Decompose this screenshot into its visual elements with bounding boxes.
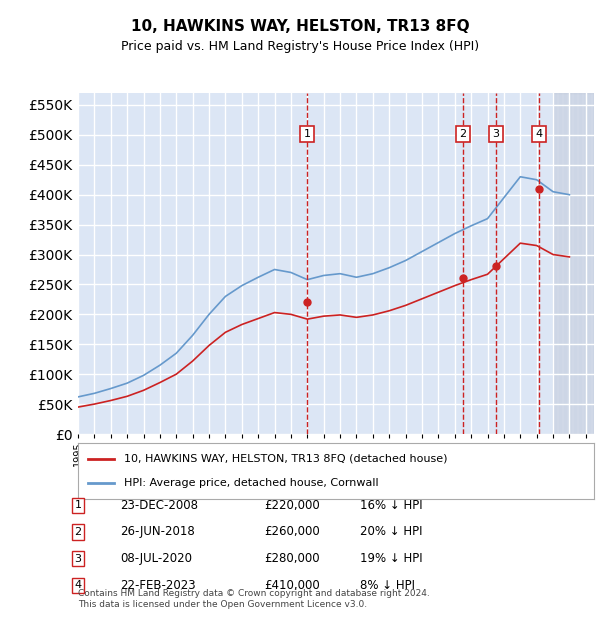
Text: 08-JUL-2020: 08-JUL-2020 [120,552,192,565]
Text: 2: 2 [459,129,466,139]
Text: Contains HM Land Registry data © Crown copyright and database right 2024.
This d: Contains HM Land Registry data © Crown c… [78,590,430,609]
Text: £410,000: £410,000 [264,579,320,591]
Text: 10, HAWKINS WAY, HELSTON, TR13 8FQ (detached house): 10, HAWKINS WAY, HELSTON, TR13 8FQ (deta… [124,454,448,464]
Text: 16% ↓ HPI: 16% ↓ HPI [360,499,422,511]
Text: 3: 3 [493,129,500,139]
Text: 19% ↓ HPI: 19% ↓ HPI [360,552,422,565]
Text: £260,000: £260,000 [264,526,320,538]
Text: 3: 3 [74,554,82,564]
Bar [553,93,594,434]
Text: 4: 4 [535,129,542,139]
Text: 23-DEC-2008: 23-DEC-2008 [120,499,198,511]
Text: 1: 1 [74,500,82,510]
Text: £280,000: £280,000 [264,552,320,565]
Text: 2: 2 [74,527,82,537]
Text: Price paid vs. HM Land Registry's House Price Index (HPI): Price paid vs. HM Land Registry's House … [121,40,479,53]
Text: 10, HAWKINS WAY, HELSTON, TR13 8FQ: 10, HAWKINS WAY, HELSTON, TR13 8FQ [131,19,469,33]
Text: 1: 1 [304,129,311,139]
Text: 4: 4 [74,580,82,590]
Text: £220,000: £220,000 [264,499,320,511]
Text: 20% ↓ HPI: 20% ↓ HPI [360,526,422,538]
Text: 8% ↓ HPI: 8% ↓ HPI [360,579,415,591]
Text: 22-FEB-2023: 22-FEB-2023 [120,579,196,591]
Text: HPI: Average price, detached house, Cornwall: HPI: Average price, detached house, Corn… [124,479,379,489]
Text: 26-JUN-2018: 26-JUN-2018 [120,526,195,538]
